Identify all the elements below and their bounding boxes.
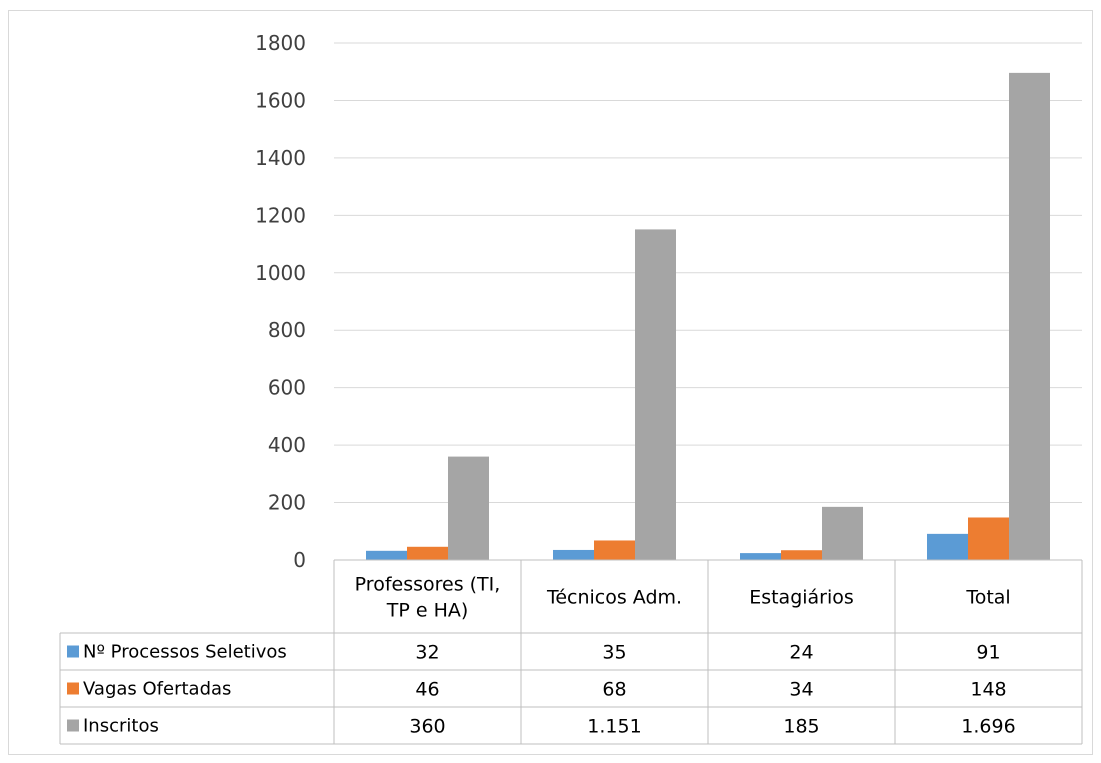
data-label: 185: [783, 716, 819, 738]
category-label: Total: [965, 587, 1010, 609]
y-axis-ticks: 0 200 400 600 800 1000 1200 1400 1600 1800: [255, 31, 306, 572]
y-tick-label: 1800: [255, 31, 306, 55]
category-label: TP e HA): [386, 600, 469, 622]
bar: [1009, 72, 1050, 561]
legend-key: [67, 645, 79, 658]
bar: [366, 550, 407, 560]
legend-label: Vagas Ofertadas: [83, 679, 231, 700]
data-label: 91: [976, 642, 1000, 664]
bar: [635, 229, 676, 560]
category-label: Técnicos Adm.: [546, 587, 682, 609]
bars: [366, 72, 1050, 561]
y-tick-label: 600: [268, 376, 306, 400]
data-label: 1.151: [587, 716, 641, 738]
bar: [594, 540, 635, 560]
y-tick-label: 1400: [255, 146, 306, 170]
data-label: 34: [789, 679, 813, 701]
category-label: Professores (TI,: [355, 574, 501, 596]
bar: [553, 549, 594, 560]
gridlines: [334, 42, 1082, 504]
data-label: 35: [602, 642, 626, 664]
bar: [927, 533, 968, 560]
bar: [407, 546, 448, 560]
y-tick-label: 400: [268, 433, 306, 457]
category-label: Estagiários: [749, 587, 854, 609]
data-label: 68: [602, 679, 626, 701]
data-table: Professores (TI, TP e HA) Técnicos Adm. Est…: [59, 559, 1083, 745]
data-label: 148: [970, 679, 1006, 701]
y-tick-label: 1000: [255, 261, 306, 285]
y-tick-label: 200: [268, 491, 306, 515]
data-label: 1.696: [961, 716, 1015, 738]
y-tick-label: 1600: [255, 88, 306, 112]
bar: [822, 506, 863, 560]
bar: [740, 553, 781, 560]
y-tick-label: 800: [268, 318, 306, 342]
chart-frame: [8, 10, 1093, 755]
legend-key: [67, 719, 79, 732]
legend-label: Nº Processos Seletivos: [83, 642, 287, 663]
data-label: 46: [415, 679, 439, 701]
data-label: 360: [409, 716, 445, 738]
data-label: 24: [789, 642, 813, 664]
bar: [968, 517, 1009, 560]
legend-key: [67, 682, 79, 695]
bar: [448, 456, 489, 560]
y-tick-label: 1200: [255, 203, 306, 227]
legend-label: Inscritos: [83, 716, 159, 737]
y-tick-label: 0: [293, 548, 306, 572]
bar: [781, 550, 822, 560]
data-label: 32: [415, 642, 439, 664]
